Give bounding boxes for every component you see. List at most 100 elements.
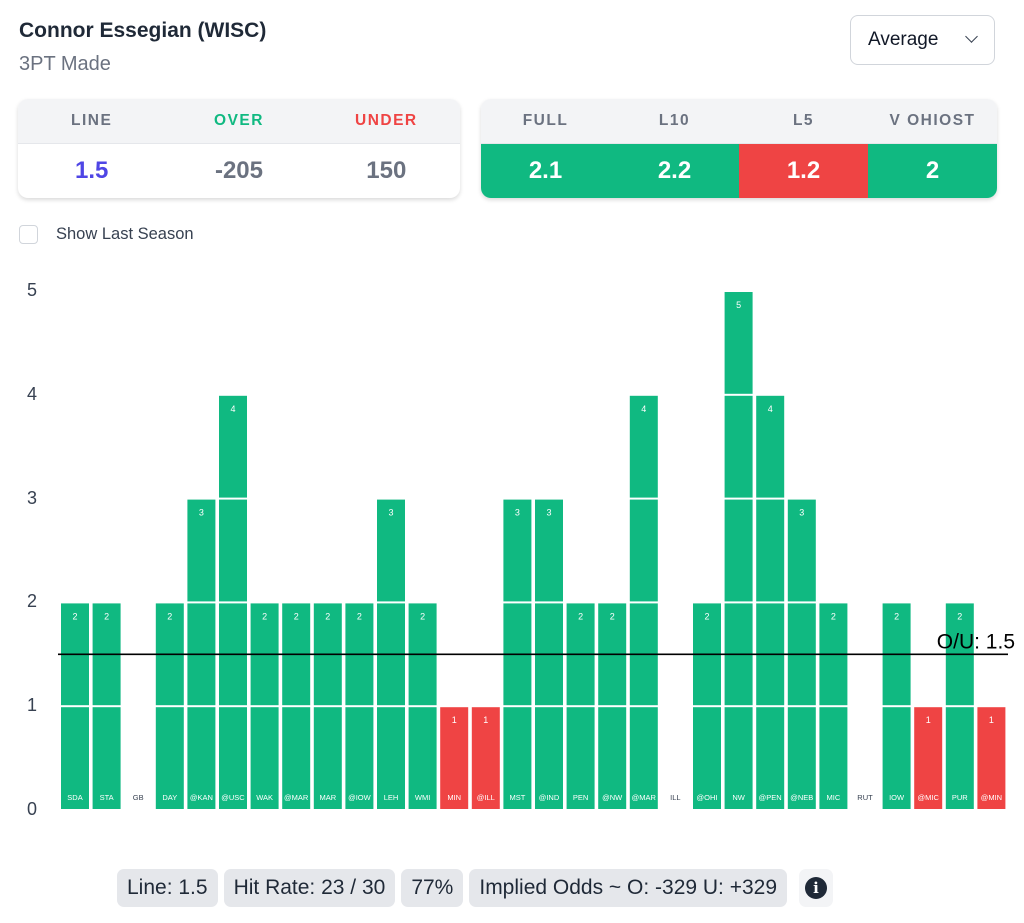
l10-header: L10 xyxy=(658,112,691,129)
bar-segment[interactable] xyxy=(724,707,753,809)
implied-odds-chip: Implied Odds ~ O: -329 U: +329 xyxy=(469,869,788,907)
bar-segment[interactable] xyxy=(724,499,753,602)
x-tick-label: @OHI xyxy=(697,793,718,802)
hit-rate-chip: Hit Rate: 23 / 30 xyxy=(223,869,396,907)
bar-segment[interactable] xyxy=(377,707,405,809)
y-tick-label: 1 xyxy=(27,695,38,716)
bar-group[interactable]: 1 @MIN xyxy=(977,707,1006,809)
bar-group[interactable]: 2 @OHI xyxy=(693,603,721,809)
bar-group[interactable]: 2 @NW xyxy=(598,603,627,809)
show-last-season-toggle[interactable]: Show Last Season xyxy=(19,225,194,244)
bar-segment[interactable] xyxy=(787,707,816,809)
show-last-season-label: Show Last Season xyxy=(56,225,194,243)
bar-segment[interactable] xyxy=(187,707,216,809)
bar-segment[interactable] xyxy=(155,707,184,809)
bar-group[interactable]: 2 SDA xyxy=(61,603,89,809)
bar-segment[interactable] xyxy=(250,707,279,809)
bar-segment[interactable] xyxy=(535,707,563,809)
bar-segment[interactable] xyxy=(219,499,247,602)
bar-value-label: 2 xyxy=(325,611,330,621)
bar-segment[interactable] xyxy=(756,395,785,498)
bar-segment[interactable] xyxy=(819,707,848,809)
y-tick-label: 0 xyxy=(27,799,38,819)
bar-group[interactable]: 2 DAY xyxy=(155,603,184,809)
bar-segment[interactable] xyxy=(724,395,753,498)
bar-group[interactable]: 4 @MAR xyxy=(629,395,658,809)
bar-group[interactable]: 2 @IOW xyxy=(345,603,374,809)
bar-value-label: 2 xyxy=(167,611,172,621)
line-value: 1.5 xyxy=(74,157,109,184)
bar-segment[interactable] xyxy=(914,707,943,809)
x-tick-label: MAR xyxy=(319,793,336,802)
bar-segment[interactable] xyxy=(313,707,342,809)
bar-group[interactable]: 2 MAR xyxy=(313,603,342,809)
bar-segment[interactable] xyxy=(629,499,658,602)
x-tick-label: @KAN xyxy=(190,793,213,802)
bar-segment[interactable] xyxy=(440,707,469,809)
bar-group[interactable]: 4 @USC xyxy=(219,395,247,809)
bar-segment[interactable] xyxy=(629,707,658,809)
odds-card: LINE OVER UNDER 1.5 -205 150 xyxy=(18,99,460,198)
bar-group[interactable]: 1 MIN xyxy=(440,707,469,809)
bar-segment[interactable] xyxy=(377,499,405,602)
y-tick-label: 2 xyxy=(27,591,38,612)
bar-value-label: 2 xyxy=(262,611,267,621)
bar-segment[interactable] xyxy=(219,395,247,498)
summary-bar: Line: 1.5 Hit Rate: 23 / 30 77% Implied … xyxy=(117,869,834,907)
bar-segment[interactable] xyxy=(503,707,532,809)
bar-segment[interactable] xyxy=(756,707,785,809)
dropdown-value: Average xyxy=(868,29,939,50)
bar-group[interactable]: 2 WMI xyxy=(408,603,437,809)
bar-segment[interactable] xyxy=(787,499,816,602)
bar-group[interactable]: ILL xyxy=(670,793,680,802)
bar-value-label: 2 xyxy=(957,611,962,621)
bar-segment[interactable] xyxy=(471,707,500,809)
bar-group[interactable]: 2 @MAR xyxy=(282,603,311,809)
bar-value-label: 3 xyxy=(199,508,204,518)
bar-segment[interactable] xyxy=(345,707,374,809)
x-tick-label: ILL xyxy=(670,793,680,802)
bar-segment[interactable] xyxy=(693,707,721,809)
bar-segment[interactable] xyxy=(282,707,311,809)
bar-segment[interactable] xyxy=(756,499,785,602)
bar-group[interactable]: 1 @ILL xyxy=(471,707,500,809)
bar-segment[interactable] xyxy=(503,499,532,602)
bar-segment[interactable] xyxy=(61,707,89,809)
info-button[interactable]: i xyxy=(799,869,834,907)
average-dropdown[interactable]: Average xyxy=(850,15,995,65)
bar-segment[interactable] xyxy=(535,499,563,602)
stat-type: 3PT Made xyxy=(19,53,111,75)
bar-group[interactable]: GB xyxy=(133,793,144,802)
bar-segment[interactable] xyxy=(408,707,437,809)
bar-segment[interactable] xyxy=(92,707,121,809)
bar-value-label: 2 xyxy=(294,611,299,621)
x-tick-label: @MIN xyxy=(981,793,1002,802)
bar-segment[interactable] xyxy=(724,292,753,394)
bar-group[interactable]: 2 WAK xyxy=(250,603,279,809)
bar-segment[interactable] xyxy=(882,707,911,809)
over-header: OVER xyxy=(214,112,264,129)
bar-group[interactable]: 2 PEN xyxy=(566,603,595,809)
bar-segment[interactable] xyxy=(219,707,247,809)
x-tick-label: @MIC xyxy=(918,793,940,802)
bar-segment[interactable] xyxy=(187,499,216,602)
bar-group[interactable]: 5 NW xyxy=(724,292,753,809)
x-tick-label: PUR xyxy=(952,793,968,802)
x-tick-label: @ILL xyxy=(477,793,495,802)
bar-group[interactable]: RUT xyxy=(857,793,873,802)
bar-group[interactable]: 2 IOW xyxy=(882,603,911,809)
show-last-season-checkbox[interactable] xyxy=(19,225,38,244)
bar-value-label: 3 xyxy=(799,508,804,518)
bar-segment[interactable] xyxy=(566,707,595,809)
info-icon: i xyxy=(805,877,828,899)
bar-segment[interactable] xyxy=(629,395,658,498)
bar-segment[interactable] xyxy=(945,707,974,809)
bar-segment[interactable] xyxy=(977,707,1006,809)
bar-group[interactable]: 1 @MIC xyxy=(914,707,943,809)
bar-group[interactable]: 4 @PEN xyxy=(756,395,785,809)
bar-group[interactable]: 2 MIC xyxy=(819,603,848,809)
bar-segment[interactable] xyxy=(598,707,627,809)
bar-value-label: 2 xyxy=(831,611,836,621)
bar-group[interactable]: 2 STA xyxy=(92,603,121,809)
x-tick-label: DAY xyxy=(162,793,177,802)
